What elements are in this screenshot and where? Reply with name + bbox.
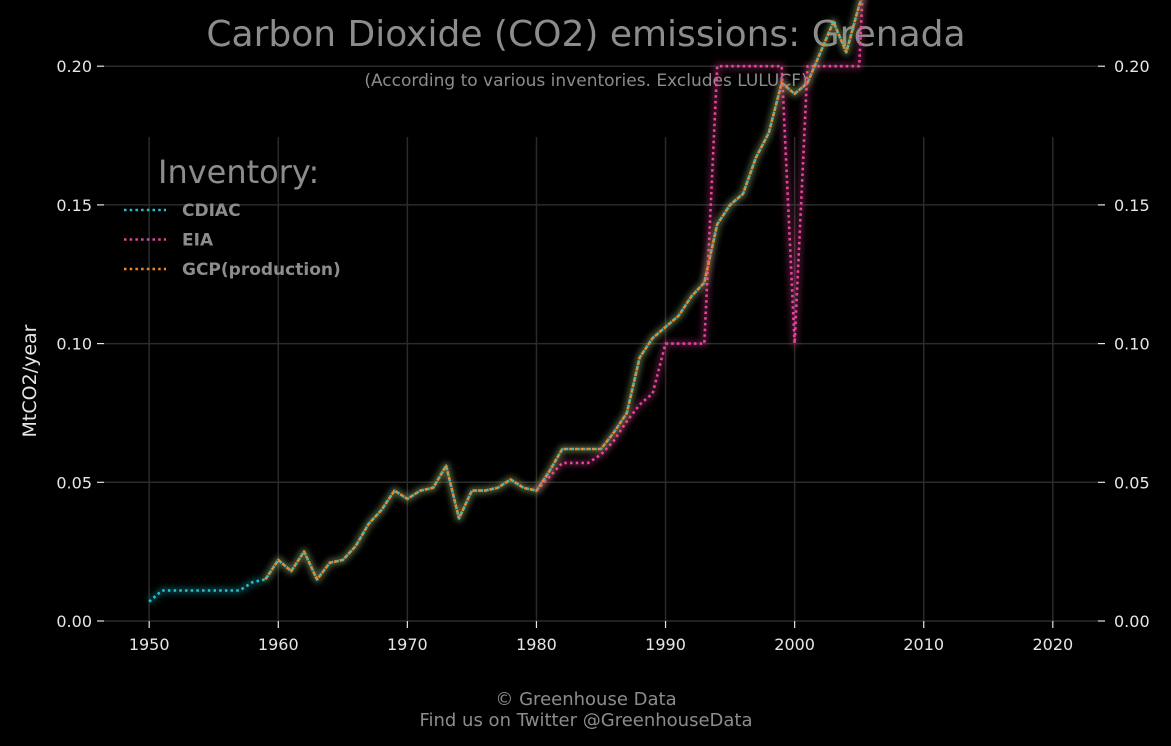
- y-tick-label-left: 0.00: [56, 612, 92, 631]
- x-tick-label: 2010: [903, 635, 944, 654]
- legend-title: Inventory:: [158, 153, 319, 191]
- legend-label: GCP(production): [182, 260, 341, 280]
- x-axis-ticks: 1950 1960 1970 1980 1990 2000 2010 2020: [129, 621, 1073, 654]
- y-axis-label: MtCO2/year: [19, 324, 41, 437]
- x-tick-label: 1960: [258, 635, 299, 654]
- series-lines: [146, 0, 866, 605]
- x-tick-label: 2000: [774, 635, 815, 654]
- footer-copyright: © Greenhouse Data: [495, 689, 676, 710]
- legend: Inventory: CDIAC EIA GCP(production): [124, 153, 341, 280]
- chart-subtitle: (According to various inventories. Exclu…: [364, 71, 807, 91]
- legend-label: CDIAC: [182, 201, 241, 221]
- x-tick-label: 1990: [645, 635, 686, 654]
- y-tick-label-right: 0.05: [1114, 473, 1150, 492]
- y-tick-label-right: 0.20: [1114, 57, 1150, 76]
- x-tick-label: 1970: [387, 635, 428, 654]
- legend-item: CDIAC: [124, 201, 241, 221]
- y-tick-label-right: 0.10: [1114, 335, 1150, 354]
- series-glow: [533, 0, 866, 493]
- legend-label: EIA: [182, 231, 214, 251]
- legend-item: EIA: [124, 231, 214, 251]
- y-tick-label-left: 0.15: [56, 196, 92, 215]
- y-tick-label-right: 0.15: [1114, 196, 1150, 215]
- legend-item: GCP(production): [124, 260, 341, 280]
- x-tick-label: 2020: [1032, 635, 1073, 654]
- y-tick-label-left: 0.10: [56, 335, 92, 354]
- footer-twitter: Find us on Twitter @GreenhouseData: [419, 710, 752, 731]
- x-tick-label: 1950: [129, 635, 170, 654]
- y-axis-ticks: 0.00 0.00 0.05 0.05 0.10 0.10 0.15 0.15 0.20 0.20…: [56, 57, 1150, 631]
- y-tick-label-left: 0.20: [56, 57, 92, 76]
- series-line: [264, 0, 863, 581]
- x-tick-label: 1980: [516, 635, 557, 654]
- grid: [104, 65, 1098, 622]
- y-tick-label-right: 0.00: [1114, 612, 1150, 631]
- y-tick-label-left: 0.05: [56, 473, 92, 492]
